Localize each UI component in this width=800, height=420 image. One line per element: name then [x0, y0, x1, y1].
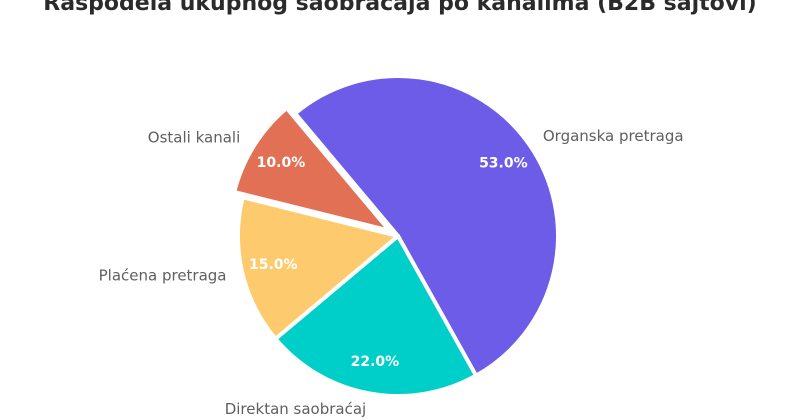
pie-slice-organska-pretraga — [293, 74, 560, 378]
category-label-direktan-saobracaj: Direktan saobraćaj — [225, 400, 367, 418]
category-label-organska-pretraga: Organska pretraga — [543, 127, 684, 145]
category-label-placena-pretraga: Plaćena pretraga — [99, 267, 227, 285]
percentage-label-direktan-saobracaj: 22.0% — [351, 354, 400, 370]
category-label-ostali-kanali: Ostali kanali — [148, 128, 240, 146]
percentage-labels: 53.0% 22.0% 15.0% 10.0% — [249, 155, 528, 370]
pie-slice-placena-pretraga — [236, 195, 400, 341]
percentage-label-organska-pretraga: 53.0% — [479, 155, 528, 171]
percentage-label-placena-pretraga: 15.0% — [249, 257, 298, 273]
chart-title: Raspodela ukupnog saobraćaja po kanalima… — [43, 0, 756, 16]
category-labels: Organska pretraga Direktan saobraćaj Plaće… — [99, 127, 684, 418]
pie-slice-ostali-kanali — [232, 106, 392, 233]
percentage-label-ostali-kanali: 10.0% — [257, 155, 306, 171]
pie-slice-direktan-saobracaj — [273, 234, 479, 398]
pie-slices — [232, 74, 560, 398]
